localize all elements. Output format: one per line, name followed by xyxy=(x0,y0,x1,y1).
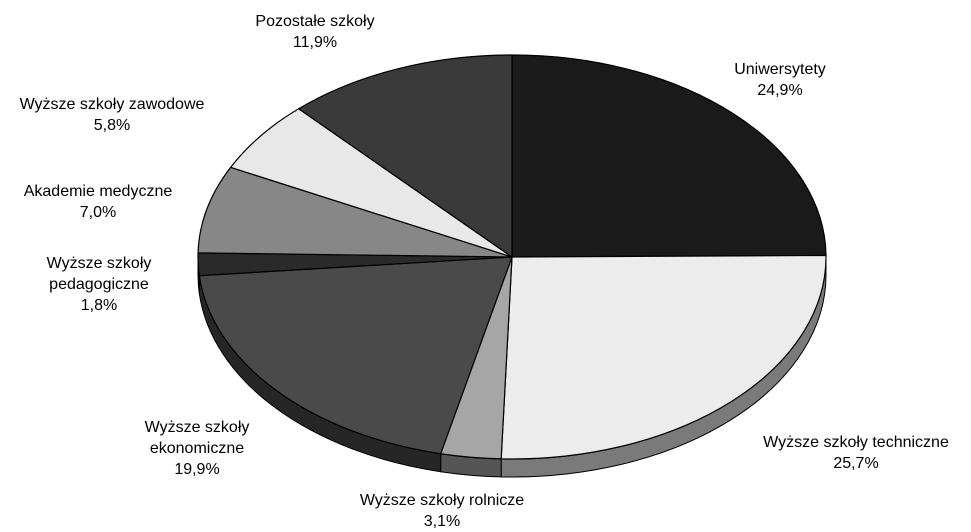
slice-value-label: 24,9% xyxy=(757,82,802,99)
slice-name-label: Wyższe szkoły rolnicze xyxy=(360,492,524,509)
pie-slice xyxy=(500,254,827,460)
slice-name-label: ekonomiczne xyxy=(150,440,244,457)
pie-slice xyxy=(511,54,827,258)
slice-name-label: Wyższe szkoły xyxy=(145,419,250,436)
slice-value-label: 11,9% xyxy=(293,34,337,51)
slice-value-label: 1,8% xyxy=(81,297,117,314)
slice-name-label: Uniwersytety xyxy=(734,61,826,78)
pie-slice xyxy=(198,256,513,455)
pie-labels: Uniwersytety 24,9% Wyższe szkoły techniczn… xyxy=(20,13,949,530)
slice-value-label: 19,9% xyxy=(174,461,219,478)
slice-name-label: Wyższe szkoły zawodowe xyxy=(20,96,205,113)
slice-label: Wyższe szkoły rolnicze 3,1% xyxy=(360,492,524,530)
slice-name-label: Pozostałe szkoły xyxy=(255,13,374,30)
slice-label: Akademie medyczne 7,0% xyxy=(24,183,173,221)
pie-slice xyxy=(197,166,513,258)
pie-slice xyxy=(298,54,513,258)
pie-sides xyxy=(197,256,827,478)
slice-label: Uniwersytety 24,9% xyxy=(734,61,826,99)
slice-value-label: 25,7% xyxy=(833,455,878,472)
slice-label: Wyższe szkoły ekonomiczne 19,9% xyxy=(145,419,250,478)
slice-name-label: pedagogiczne xyxy=(49,276,149,293)
slice-value-label: 3,1% xyxy=(424,513,460,530)
slice-value-label: 5,8% xyxy=(94,117,130,134)
slice-label: Pozostałe szkoły 11,9% xyxy=(255,13,374,51)
slice-value-label: 7,0% xyxy=(80,204,116,221)
slice-label: Wyższe szkoły techniczne 25,7% xyxy=(763,434,949,472)
pie-slices xyxy=(197,54,827,460)
slice-label: Wyższe szkoły pedagogiczne 1,8% xyxy=(47,255,152,314)
slice-label: Wyższe szkoły zawodowe 5,8% xyxy=(20,96,205,134)
slice-name-label: Wyższe szkoły techniczne xyxy=(763,434,949,451)
slice-name-label: Akademie medyczne xyxy=(24,183,173,200)
slice-name-label: Wyższe szkoły xyxy=(47,255,152,272)
